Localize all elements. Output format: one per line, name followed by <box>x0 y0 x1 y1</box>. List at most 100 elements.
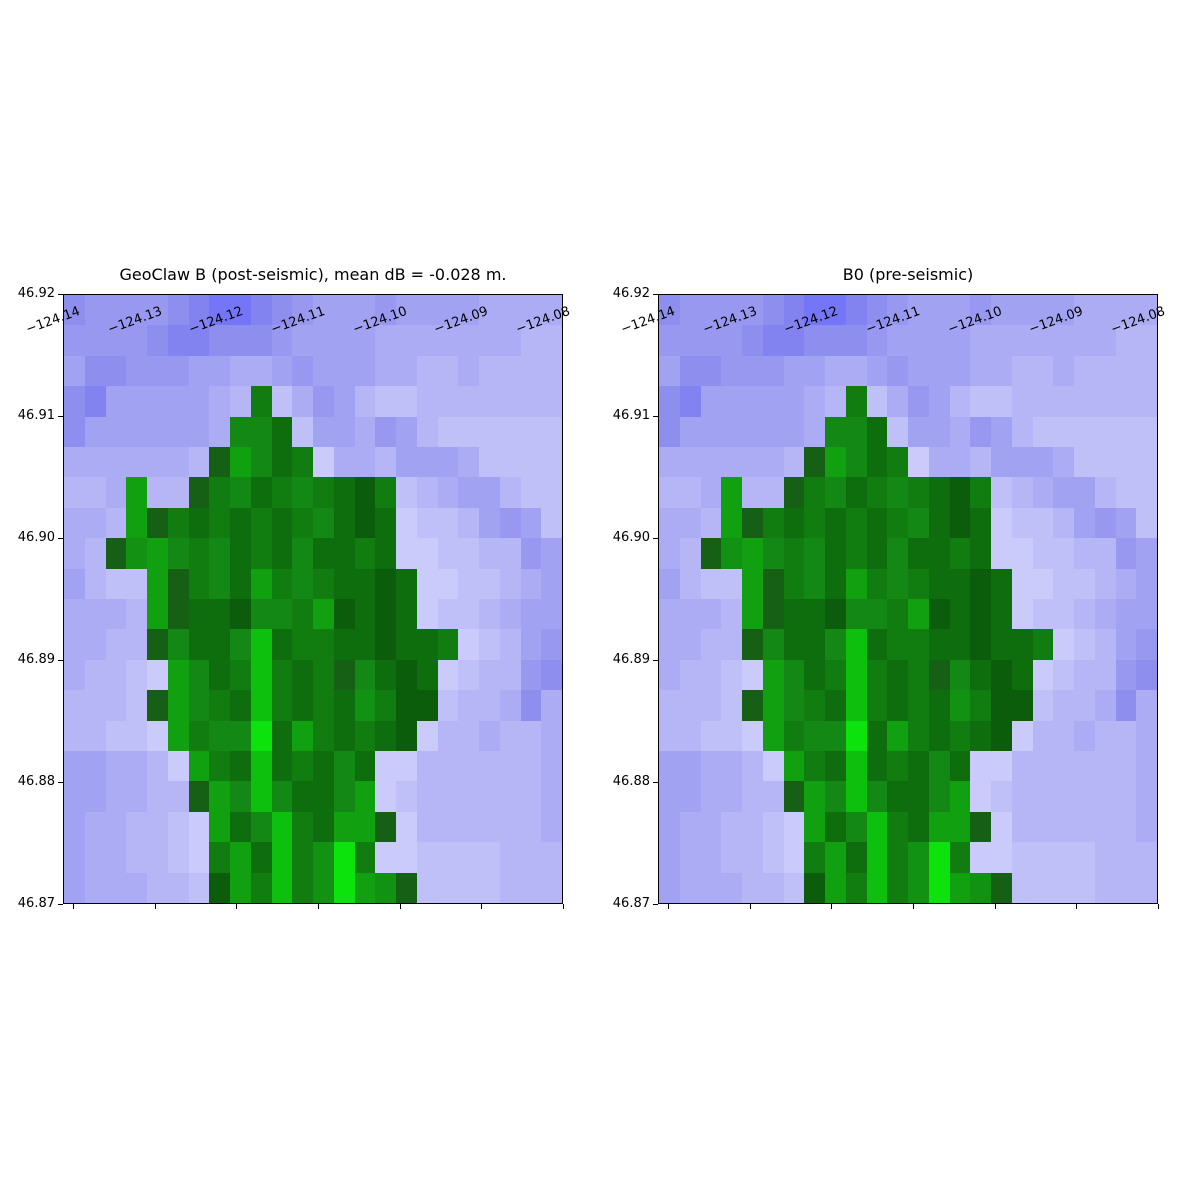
y-tick-label: 46.89 <box>17 652 55 667</box>
heatmap-cell <box>375 446 396 478</box>
heatmap-cell <box>167 811 189 843</box>
y-tick-label: 46.91 <box>17 408 55 423</box>
heatmap-cell <box>167 872 189 903</box>
heatmap-cell <box>188 507 210 539</box>
heatmap-cell <box>84 355 106 387</box>
heatmap-cell <box>991 659 1012 691</box>
heatmap-cell <box>416 872 438 903</box>
heatmap-cell <box>908 446 929 478</box>
heatmap-cell <box>230 598 251 630</box>
x-tick-mark <box>73 904 74 909</box>
heatmap-cell <box>1074 659 1095 691</box>
y-tick-mark <box>653 538 658 539</box>
heatmap-cell <box>1053 781 1074 812</box>
heatmap-cell <box>679 355 701 387</box>
heatmap-cell <box>887 325 908 356</box>
y-tick-mark <box>653 294 658 295</box>
heatmap-cell <box>825 629 846 660</box>
y-tick-label: 46.92 <box>17 286 55 301</box>
heatmap-cell <box>499 446 521 478</box>
heatmap-cell <box>437 629 459 660</box>
heatmap-cell <box>845 538 867 569</box>
heatmap-cell <box>928 872 950 903</box>
heatmap-cell <box>845 781 867 812</box>
heatmap-cell <box>928 295 950 326</box>
heatmap-cell <box>721 629 742 660</box>
heatmap-cell <box>188 629 210 660</box>
heatmap-cell <box>333 690 355 721</box>
heatmap-cell <box>105 446 127 478</box>
heatmap-cell <box>167 690 189 721</box>
heatmap-cell <box>825 386 846 417</box>
y-tick-mark <box>58 416 63 417</box>
heatmap-cell <box>333 781 355 812</box>
heatmap-cell <box>499 750 521 782</box>
heatmap-cell <box>84 690 106 721</box>
heatmap-cell <box>949 355 971 387</box>
heatmap-cell <box>887 477 908 508</box>
y-tick-label: 46.89 <box>612 652 650 667</box>
heatmap-cell <box>908 538 929 569</box>
heatmap-cell <box>64 355 85 387</box>
heatmap-cell <box>250 507 272 539</box>
heatmap-cell <box>1115 750 1137 782</box>
heatmap-cell <box>659 690 680 721</box>
heatmap-cell <box>396 690 417 721</box>
heatmap-cell <box>188 659 210 691</box>
heatmap-cell <box>416 325 438 356</box>
heatmap-cell <box>541 872 562 903</box>
heatmap-cell <box>64 720 85 751</box>
heatmap-cell <box>845 477 867 508</box>
heatmap-cell <box>991 416 1012 447</box>
heatmap-cell <box>271 477 293 508</box>
heatmap-cell <box>928 538 950 569</box>
heatmap-cell <box>949 781 971 812</box>
heatmap-cell <box>126 659 147 691</box>
heatmap-cell <box>105 598 127 630</box>
heatmap-cell <box>991 781 1012 812</box>
heatmap-cell <box>1115 659 1137 691</box>
heatmap-cell <box>845 416 867 447</box>
heatmap-cell <box>804 811 825 843</box>
heatmap-cell <box>64 446 85 478</box>
heatmap-cell <box>762 842 784 873</box>
heatmap-cell <box>762 295 784 326</box>
heatmap-cell <box>499 386 521 417</box>
heatmap-cell <box>970 842 991 873</box>
heatmap-cell <box>499 629 521 660</box>
heatmap-cell <box>928 416 950 447</box>
heatmap-cell <box>230 295 251 326</box>
heatmap-cell <box>1115 720 1137 751</box>
x-tick-mark <box>563 904 564 909</box>
axes-pre-seismic: B0 (pre-seismic) 46.92 46.91 46.90 46.89 46.… <box>613 265 1167 911</box>
heatmap-cell <box>84 446 106 478</box>
heatmap-cell <box>949 295 971 326</box>
heatmap-cell <box>541 538 562 569</box>
y-tick-mark <box>653 416 658 417</box>
heatmap-cell <box>126 690 147 721</box>
heatmap-cell <box>479 446 500 478</box>
heatmap-cell <box>825 355 846 387</box>
heatmap-cell <box>825 325 846 356</box>
heatmap-cell <box>762 538 784 569</box>
heatmap-cell <box>354 690 376 721</box>
heatmap-cell <box>396 568 417 599</box>
heatmap-cell <box>1032 568 1054 599</box>
heatmap-cell <box>1074 629 1095 660</box>
x-tick-mark <box>831 904 833 909</box>
heatmap-cell <box>1011 598 1033 630</box>
heatmap-cell <box>209 690 230 721</box>
heatmap-cell <box>250 720 272 751</box>
heatmap-cell <box>354 355 376 387</box>
heatmap-cell <box>1094 416 1116 447</box>
heatmap-cell <box>250 872 272 903</box>
heatmap-cell <box>679 781 701 812</box>
heatmap-cell <box>437 659 459 691</box>
heatmap-cell <box>1115 538 1137 569</box>
heatmap-cell <box>375 629 396 660</box>
heatmap-cell <box>928 750 950 782</box>
heatmap-cell <box>105 477 127 508</box>
heatmap-cell <box>804 538 825 569</box>
heatmap-cell <box>1011 507 1033 539</box>
heatmap-cell <box>458 629 479 660</box>
